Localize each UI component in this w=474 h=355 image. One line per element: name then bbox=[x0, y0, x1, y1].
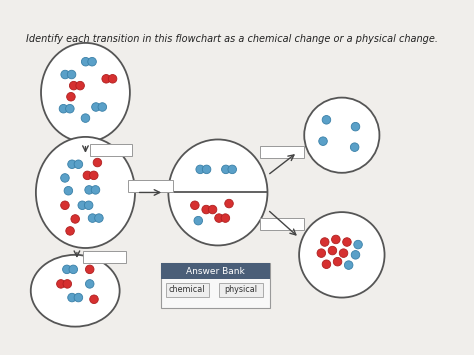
Circle shape bbox=[221, 214, 230, 222]
Circle shape bbox=[351, 251, 360, 259]
Circle shape bbox=[102, 75, 110, 83]
Circle shape bbox=[90, 171, 98, 180]
Circle shape bbox=[194, 217, 202, 225]
Circle shape bbox=[221, 165, 230, 174]
Ellipse shape bbox=[31, 255, 119, 327]
Circle shape bbox=[68, 160, 76, 169]
Circle shape bbox=[82, 58, 90, 66]
Bar bbox=[166, 283, 209, 297]
Circle shape bbox=[328, 246, 337, 255]
Circle shape bbox=[91, 186, 100, 194]
Circle shape bbox=[66, 226, 74, 235]
Circle shape bbox=[319, 137, 328, 146]
Bar bbox=[83, 251, 126, 263]
Bar bbox=[260, 146, 304, 158]
Circle shape bbox=[320, 238, 329, 246]
Circle shape bbox=[191, 201, 199, 209]
Circle shape bbox=[85, 265, 94, 274]
Circle shape bbox=[333, 257, 342, 266]
Circle shape bbox=[78, 201, 87, 209]
Circle shape bbox=[74, 293, 82, 302]
Circle shape bbox=[88, 214, 97, 222]
Circle shape bbox=[202, 165, 211, 174]
Circle shape bbox=[63, 280, 72, 288]
Text: chemical: chemical bbox=[169, 285, 205, 294]
Circle shape bbox=[69, 81, 78, 90]
Bar bbox=[161, 263, 270, 308]
Circle shape bbox=[93, 158, 102, 167]
Circle shape bbox=[95, 214, 103, 222]
Circle shape bbox=[91, 103, 100, 111]
Circle shape bbox=[63, 265, 71, 274]
Circle shape bbox=[350, 143, 359, 152]
Circle shape bbox=[196, 165, 204, 174]
Circle shape bbox=[109, 75, 117, 83]
Circle shape bbox=[68, 293, 76, 302]
Circle shape bbox=[343, 238, 351, 246]
Circle shape bbox=[299, 212, 384, 297]
Circle shape bbox=[317, 249, 326, 257]
Bar bbox=[90, 144, 132, 156]
Circle shape bbox=[61, 174, 69, 182]
Circle shape bbox=[67, 70, 76, 79]
Bar bbox=[219, 283, 263, 297]
Bar bbox=[128, 180, 173, 192]
Text: Identify each transition in this flowchart as a chemical change or a physical ch: Identify each transition in this flowcha… bbox=[26, 34, 438, 44]
Circle shape bbox=[76, 81, 84, 90]
Ellipse shape bbox=[41, 43, 130, 142]
Circle shape bbox=[345, 261, 353, 269]
Circle shape bbox=[74, 160, 82, 169]
Circle shape bbox=[339, 249, 348, 257]
Circle shape bbox=[61, 201, 69, 209]
Circle shape bbox=[83, 171, 91, 180]
Circle shape bbox=[354, 240, 362, 249]
Circle shape bbox=[71, 215, 80, 223]
Bar bbox=[260, 218, 304, 230]
Circle shape bbox=[85, 186, 93, 194]
Circle shape bbox=[56, 280, 65, 288]
Circle shape bbox=[332, 235, 340, 244]
Text: Answer Bank: Answer Bank bbox=[186, 267, 245, 275]
Circle shape bbox=[90, 295, 98, 304]
Circle shape bbox=[225, 199, 233, 208]
Circle shape bbox=[69, 265, 78, 274]
Circle shape bbox=[85, 280, 94, 288]
Circle shape bbox=[61, 70, 69, 79]
Circle shape bbox=[351, 122, 360, 131]
Circle shape bbox=[65, 104, 74, 113]
Ellipse shape bbox=[168, 140, 267, 245]
Circle shape bbox=[64, 186, 73, 195]
Circle shape bbox=[208, 205, 217, 214]
Circle shape bbox=[322, 260, 331, 268]
Circle shape bbox=[84, 201, 93, 209]
Circle shape bbox=[88, 58, 96, 66]
Circle shape bbox=[304, 98, 379, 173]
Circle shape bbox=[81, 114, 90, 122]
Circle shape bbox=[67, 92, 75, 101]
Circle shape bbox=[202, 205, 210, 214]
Ellipse shape bbox=[36, 137, 135, 248]
Bar bbox=[161, 263, 270, 279]
Text: physical: physical bbox=[225, 285, 257, 294]
Circle shape bbox=[215, 214, 223, 222]
Circle shape bbox=[228, 165, 237, 174]
Circle shape bbox=[322, 115, 331, 124]
Circle shape bbox=[59, 104, 68, 113]
Circle shape bbox=[98, 103, 107, 111]
